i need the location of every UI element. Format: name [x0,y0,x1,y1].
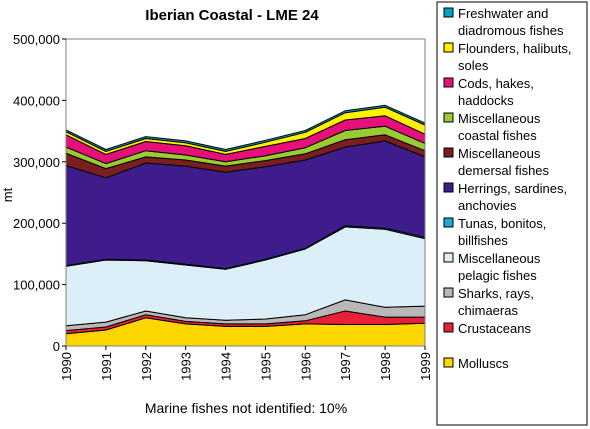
legend-entry: Molluscs [443,356,509,371]
legend-label: Miscellaneous [458,146,541,161]
x-tick-label: 1996 [298,352,313,381]
legend-label: soles [458,58,489,73]
legend-label: Miscellaneous [458,111,541,126]
legend-entry: Miscellaneous pelagic fishes [443,251,541,283]
legend-entry: Flounders, halibuts, soles [443,41,571,73]
legend-entry: Miscellaneous demersal fishes [443,146,550,178]
legend-swatch [443,322,454,333]
x-tick-label: 1998 [378,352,393,381]
x-tick-label: 1992 [139,352,154,381]
legend-swatch [443,7,454,18]
legend-swatch [443,217,454,228]
x-axis-ticks: 1990 1991 1992 1993 1994 1995 1996 1997 1998 1999 [59,346,433,381]
x-tick-label: 1990 [59,352,74,381]
y-tick-label: 500,000 [13,32,60,47]
legend-swatch [443,287,454,298]
legend-label: Miscellaneous [458,251,541,266]
legend-entry: Crustaceans [443,321,531,336]
legend-label: Flounders, halibuts, [458,41,571,56]
x-tick-label: 1993 [179,352,194,381]
plot-border [65,38,426,347]
legend-entry: Tunas, bonitos, billfishes [443,216,546,248]
y-tick-label: 400,000 [13,93,60,108]
y-axis-ticks: 0 100,000 200,000 300,000 400,000 500,000 [13,32,66,354]
legend-label: haddocks [458,93,514,108]
legend-label: Tunas, bonitos, [458,216,546,231]
plot-area [65,38,426,347]
chart-title: Iberian Coastal - LME 24 [145,7,319,24]
legend-swatch [443,112,454,123]
legend-entry: Miscellaneous coastal fishes [443,111,541,143]
legend-swatch [443,182,454,193]
legend-swatch [443,147,454,158]
legend-label: Freshwater and [458,6,548,21]
legend-entry: Herrings, sardines, anchovies [443,181,567,213]
legend-label: pelagic fishes [458,268,537,283]
legend-swatch [443,357,454,368]
legend-label: billfishes [458,233,508,248]
legend-entry: Cods, hakes, haddocks [443,76,534,108]
x-tick-label: 1991 [99,352,114,381]
y-tick-label: 200,000 [13,216,60,231]
legend-label: Crustaceans [458,321,531,336]
legend-entry: Sharks, rays, chimaeras [443,286,534,318]
legend-label: demersal fishes [458,163,550,178]
y-axis-label: mt [0,187,15,202]
legend-label: anchovies [458,198,517,213]
x-tick-label: 1994 [219,352,234,381]
legend-label: diadromous fishes [458,23,564,38]
x-tick-label: 1999 [418,352,433,381]
legend-label: chimaeras [458,303,518,318]
legend-entry: Freshwater and diadromous fishes [443,6,564,38]
legend-label: Herrings, sardines, [458,181,567,196]
legend-swatch [443,252,454,263]
legend-box [436,1,588,426]
y-tick-label: 100,000 [13,278,60,293]
legend-label: Cods, hakes, [458,76,534,91]
y-tick-label: 0 [53,339,60,354]
x-tick-label: 1997 [338,352,353,381]
legend: Freshwater and diadromous fishes Flounders… [436,1,588,426]
legend-label: Sharks, rays, [458,286,534,301]
y-tick-label: 300,000 [13,155,60,170]
x-tick-label: 1995 [258,352,273,381]
unidentified-note: Marine fishes not identified: 10% [145,400,347,416]
legend-label: Molluscs [458,356,509,371]
legend-swatch [443,77,454,88]
legend-swatch [443,42,454,53]
legend-label: coastal fishes [458,128,537,143]
